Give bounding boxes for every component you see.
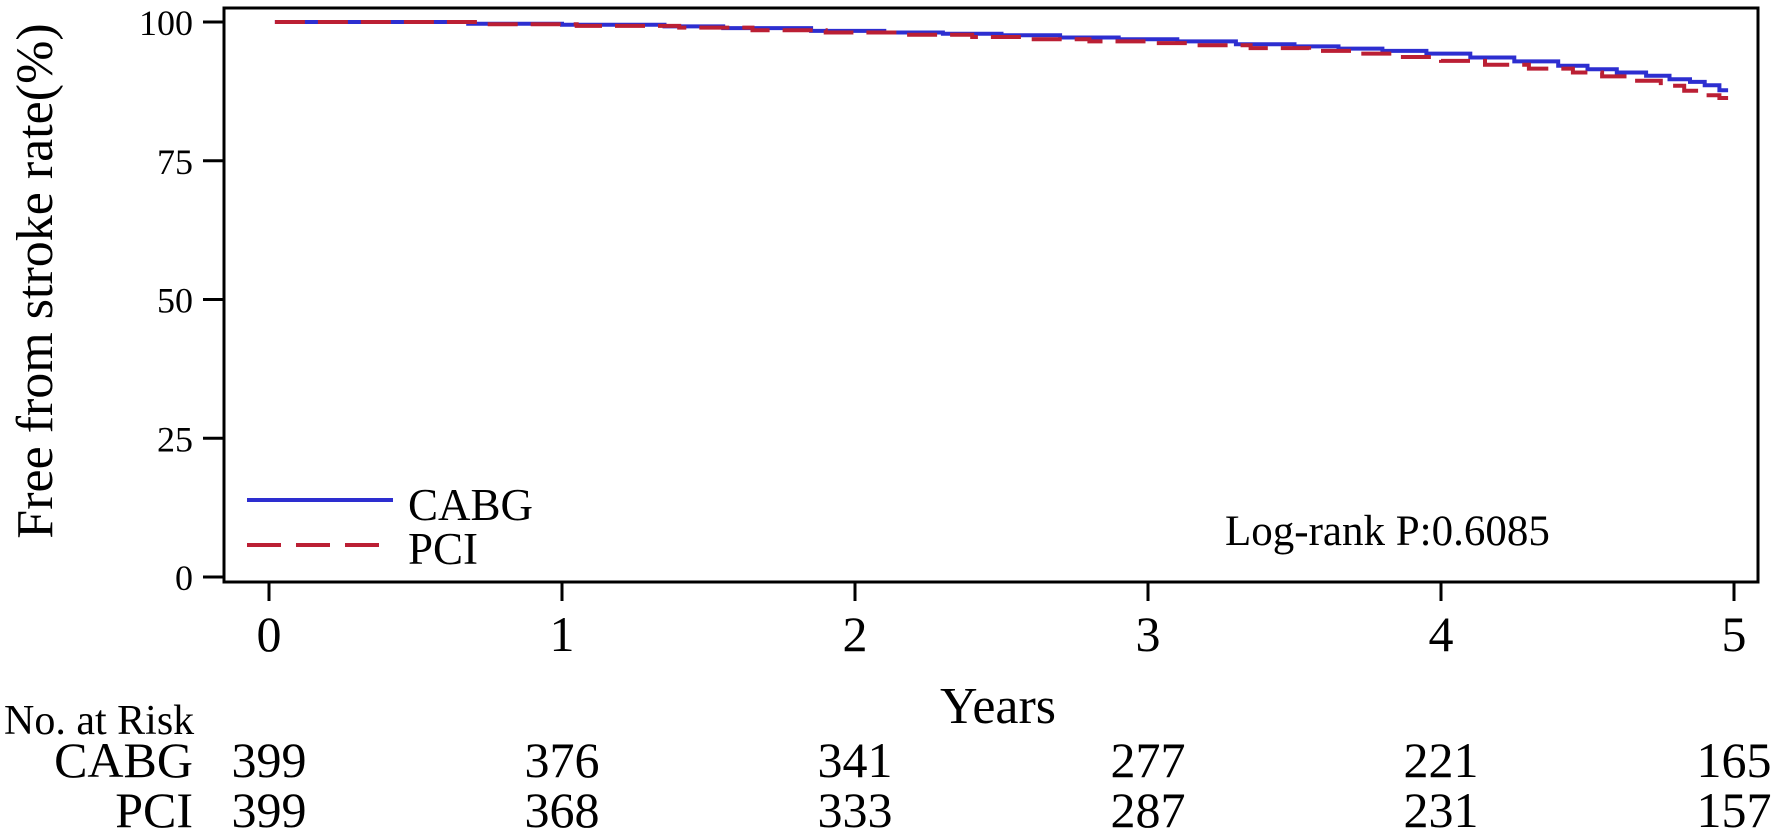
risk-value-pci-1: 368 bbox=[525, 782, 600, 831]
y-tick-label-50: 50 bbox=[157, 281, 193, 321]
risk-value-pci-2: 333 bbox=[818, 782, 893, 831]
x-axis-ticks bbox=[267, 583, 1736, 601]
risk-value-cabg-2: 341 bbox=[818, 732, 893, 788]
y-tick-labels: 100 75 50 25 0 bbox=[139, 3, 193, 598]
x-tick-label-4: 4 bbox=[1429, 606, 1454, 662]
risk-value-pci-0: 399 bbox=[232, 782, 307, 831]
x-tick-labels: 0 1 2 3 4 5 bbox=[257, 606, 1747, 662]
series-line-pci bbox=[274, 20, 1729, 100]
y-axis-ticks bbox=[203, 20, 223, 579]
x-tick-label-5: 5 bbox=[1722, 606, 1747, 662]
x-tick-label-3: 3 bbox=[1136, 606, 1161, 662]
risk-value-cabg-1: 376 bbox=[525, 732, 600, 788]
risk-row-pci: PCI 399 368 333 287 231 157 bbox=[115, 782, 1772, 836]
legend-label-pci: PCI bbox=[408, 524, 478, 574]
y-tick-label-25: 25 bbox=[157, 419, 193, 459]
x-tick-label-1: 1 bbox=[550, 606, 575, 662]
risk-row-label-pci: PCI bbox=[115, 782, 193, 831]
legend: CABG PCI bbox=[247, 480, 533, 574]
risk-value-cabg-4: 221 bbox=[1404, 732, 1479, 788]
risk-value-pci-3: 287 bbox=[1111, 782, 1186, 831]
risk-row-label-cabg: CABG bbox=[54, 732, 193, 788]
logrank-annotation: Log-rank P:0.6085 bbox=[1225, 508, 1550, 555]
y-axis-title: Free from stroke rate(%) bbox=[7, 23, 64, 538]
risk-row-cabg: CABG 399 376 341 277 221 165 bbox=[54, 732, 1771, 788]
x-axis-title: Years bbox=[940, 678, 1056, 735]
risk-table-title: No. at Risk bbox=[4, 698, 194, 744]
y-tick-label-100: 100 bbox=[139, 3, 193, 43]
risk-value-pci-4: 231 bbox=[1404, 782, 1479, 831]
risk-value-cabg-5: 165 bbox=[1697, 732, 1772, 788]
x-tick-label-2: 2 bbox=[843, 606, 868, 662]
risk-table: No. at Risk CABG 399 376 341 277 221 165… bbox=[4, 698, 1772, 836]
risk-value-cabg-0: 399 bbox=[232, 732, 307, 788]
risk-value-cabg-3: 277 bbox=[1111, 732, 1186, 788]
y-tick-label-0: 0 bbox=[175, 558, 193, 598]
series-line-cabg bbox=[274, 20, 1729, 93]
legend-label-cabg: CABG bbox=[408, 480, 533, 530]
y-tick-label-75: 75 bbox=[157, 142, 193, 182]
plot-frame bbox=[222, 6, 1760, 584]
risk-value-pci-5: 157 bbox=[1697, 782, 1772, 831]
x-tick-label-0: 0 bbox=[257, 606, 282, 662]
